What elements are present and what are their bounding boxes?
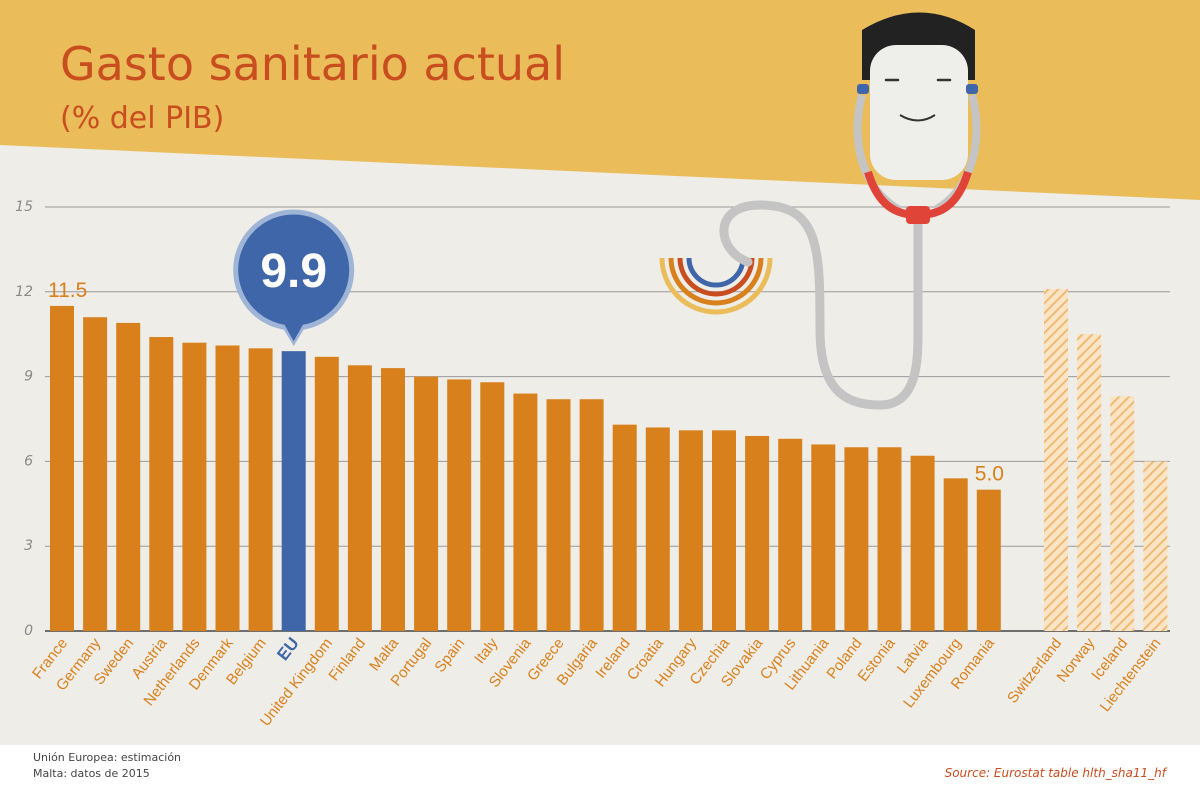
bar-eu (281, 351, 306, 631)
y-tick-label: 6 (24, 453, 33, 469)
bar-bulgaria (579, 399, 604, 631)
y-tick-label: 15 (15, 199, 33, 215)
bar-iceland (1110, 396, 1135, 631)
bar-sweden (116, 322, 141, 631)
value-labels: 11.5 9.9 5.0 (48, 209, 1004, 486)
bar-portugal (414, 376, 439, 631)
bar-estonia (877, 447, 902, 631)
value-label-france: 11.5 (48, 279, 87, 302)
bar-ireland (612, 424, 637, 631)
eu-logo-icon (659, 257, 773, 315)
bar-spain (447, 379, 472, 631)
value-label-eu: 9.9 (260, 245, 327, 298)
callout-pointer-fill (280, 318, 307, 342)
bar-malta (381, 368, 405, 631)
bar-luxembourg (943, 478, 968, 631)
bar-austria (149, 337, 174, 631)
y-tick-label: 0 (24, 623, 33, 639)
bar-germany (83, 317, 108, 631)
bar-romania (976, 489, 1001, 631)
bar-cyprus (778, 438, 803, 631)
chart-subtitle: (% del PIB) (60, 101, 224, 136)
face-icon (870, 45, 968, 180)
bar-poland (844, 447, 869, 631)
bars (50, 288, 1168, 631)
source-note: Source: Eurostat table hlth_sha11_hf (945, 766, 1168, 780)
bar-liechtenstein (1143, 461, 1168, 631)
bar-slovenia (513, 393, 538, 631)
bar-netherlands (182, 342, 207, 631)
bar-lithuania (811, 444, 836, 631)
y-axis-ticks: 0 3 6 9 12 15 (15, 199, 33, 639)
bar-finland (347, 365, 372, 631)
chart-title: Gasto sanitario actual (60, 37, 565, 91)
bar-hungary (678, 430, 703, 631)
bar-italy (480, 382, 505, 631)
bar-denmark (215, 345, 240, 631)
footnote-malta: Malta: datos de 2015 (33, 767, 150, 780)
y-tick-label: 12 (15, 284, 33, 300)
bar-switzerland (1044, 288, 1068, 631)
bar-france (50, 305, 74, 631)
bar-united-kingdom (314, 356, 339, 631)
bar-czechia (712, 430, 736, 631)
y-tick-label: 3 (24, 538, 33, 554)
bar-slovakia (745, 435, 770, 631)
bar-croatia (645, 427, 670, 631)
stethoscope-tube-icon (719, 200, 923, 410)
footnote-eu: Unión Europea: estimación (33, 751, 181, 764)
bar-norway (1077, 334, 1102, 631)
value-label-romania: 5.0 (975, 463, 1004, 486)
y-tick-label: 9 (24, 369, 33, 385)
bar-greece (546, 399, 571, 631)
doctor-illustration (659, 12, 981, 410)
bar-latvia (910, 455, 935, 631)
bar-belgium (248, 348, 273, 631)
